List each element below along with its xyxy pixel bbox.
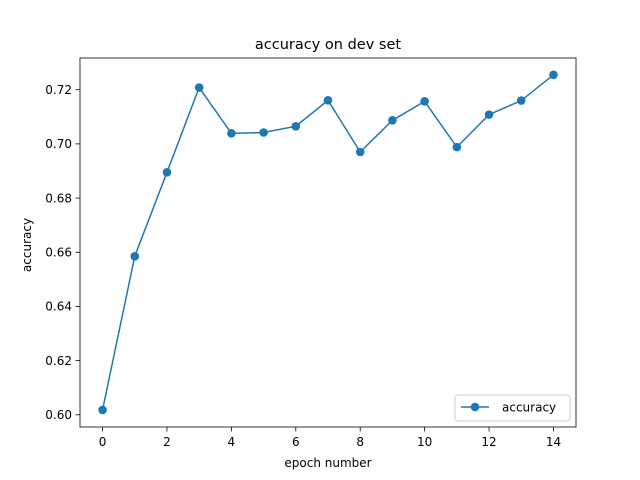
y-tick-label: 0.60 [45,408,72,422]
data-point [516,96,526,105]
data-point [130,252,140,261]
x-tick-label: 10 [417,435,432,449]
data-point [162,168,172,177]
data-point [452,142,462,152]
data-point [291,121,301,131]
x-tick-label: 6 [292,435,300,449]
data-point [227,129,236,138]
y-tick-label: 0.66 [45,246,72,260]
y-axis-label: accuracy [20,218,34,272]
data-point [355,147,365,157]
x-tick-label: 12 [481,435,496,449]
x-tick-label: 14 [546,435,561,449]
y-tick-label: 0.68 [45,191,72,205]
x-tick-label: 2 [163,435,171,449]
x-tick-label: 4 [228,435,236,449]
data-point [194,83,204,92]
legend-marker-swatch [470,402,480,412]
x-tick-label: 8 [356,435,364,449]
legend-entry-label: accuracy [502,401,556,415]
data-point [98,405,107,415]
data-point [549,70,558,80]
data-point [388,116,397,125]
data-point [484,110,494,119]
y-tick-label: 0.72 [45,83,72,97]
axes-frame [79,57,577,428]
y-tick-label: 0.62 [45,354,72,368]
x-tick-label: 0 [99,435,107,449]
y-tick-label: 0.70 [45,137,72,151]
legend-frame [454,394,571,422]
x-axis-label: epoch number [284,456,371,470]
chart-title: accuracy on dev set [255,37,401,53]
legend: accuracy [454,394,571,422]
y-tick-label: 0.64 [45,300,72,314]
data-point [323,95,333,105]
data-point [420,97,429,106]
plot-area: 0 2 4 6 8 10 12 14 0.60 0.62 0.64 0.66 0.68 0.70 0.72 [45,57,577,449]
data-point [259,128,268,137]
